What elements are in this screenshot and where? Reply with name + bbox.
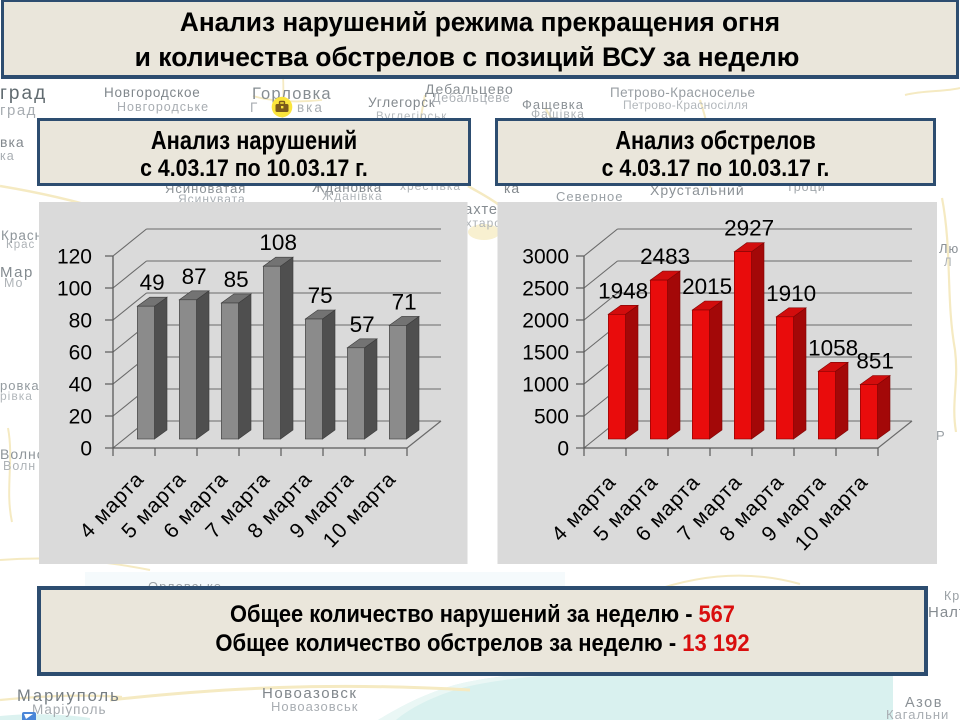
svg-text:вка: вка [0,134,25,150]
svg-text:Налт: Налт [928,604,960,621]
svg-text:2000: 2000 [522,310,569,333]
svg-text:1910: 1910 [766,281,816,306]
svg-text:120: 120 [57,246,92,269]
svg-text:Новоазовск: Новоазовск [262,685,357,702]
svg-text:Крас: Крас [6,239,35,251]
svg-text:71: 71 [392,289,417,314]
svg-text:рівка: рівка [0,389,33,403]
svg-text:2500: 2500 [522,278,569,301]
svg-text:108: 108 [259,230,297,255]
svg-text:57: 57 [350,312,375,337]
svg-text:Г: Г [250,100,258,115]
svg-text:87: 87 [182,264,207,289]
svg-text:500: 500 [534,406,569,429]
svg-text:Волн: Волн [3,459,36,473]
svg-text:20: 20 [69,406,92,429]
svg-text:Фащівка: Фащівка [531,107,585,121]
svg-text:Жданівка: Жданівка [322,189,383,203]
svg-text:1058: 1058 [808,335,858,360]
svg-text:80: 80 [69,310,92,333]
svg-text:вка: вка [297,100,324,115]
svg-text:Петрово-Красносілля: Петрово-Красносілля [623,98,748,112]
svg-text:1948: 1948 [598,278,648,303]
svg-text:Маріуполь: Маріуполь [32,702,107,717]
svg-text:Новоазовськ: Новоазовськ [271,699,358,714]
svg-text:2015: 2015 [682,274,732,299]
svg-text:Горловка: Горловка [252,85,332,103]
svg-text:град: град [0,102,37,119]
svg-text:ка: ка [0,149,15,163]
svg-text:60: 60 [69,342,92,365]
svg-text:Петрово-Красноселье: Петрово-Красноселье [610,85,755,100]
svg-text:Мар: Мар [0,264,34,281]
svg-text:Р: Р [936,428,946,443]
svg-text:ровка: ровка [0,378,40,393]
svg-text:0: 0 [80,438,92,461]
svg-text:Новгородське: Новгородське [117,100,209,114]
svg-text:Хрустальний: Хрустальний [650,182,745,198]
svg-text:2483: 2483 [640,244,690,269]
svg-text:Волно: Волно [0,446,46,462]
svg-text:851: 851 [856,349,894,374]
svg-text:0: 0 [557,438,569,461]
svg-text:Азов: Азов [905,695,943,711]
svg-text:Фащевка: Фащевка [522,97,584,112]
svg-text:Северное: Северное [556,189,623,204]
svg-text:1000: 1000 [522,374,569,397]
svg-text:Л: Л [944,257,953,269]
svg-text:85: 85 [224,267,249,292]
svg-text:Кагальни: Кагальни [886,707,949,720]
svg-text:49: 49 [140,270,165,295]
svg-text:Дебальцево: Дебальцево [425,81,514,97]
svg-text:100: 100 [57,278,92,301]
svg-text:Мариуполь: Мариуполь [17,687,121,705]
svg-text:3000: 3000 [522,246,569,269]
svg-text:Мо: Мо [4,276,24,290]
svg-text:2927: 2927 [724,216,774,241]
svg-text:75: 75 [308,283,333,308]
svg-text:Новгородское: Новгородское [104,85,201,100]
svg-text:град: град [0,83,47,104]
svg-text:Дебальцеве: Дебальцеве [432,91,510,105]
svg-text:40: 40 [69,374,92,397]
svg-text:Углегорск: Углегорск [368,95,435,110]
svg-text:Лю: Лю [939,241,959,256]
svg-text:Кр: Кр [944,589,960,603]
svg-text:Красн: Красн [1,228,43,243]
svg-text:1500: 1500 [522,342,569,365]
